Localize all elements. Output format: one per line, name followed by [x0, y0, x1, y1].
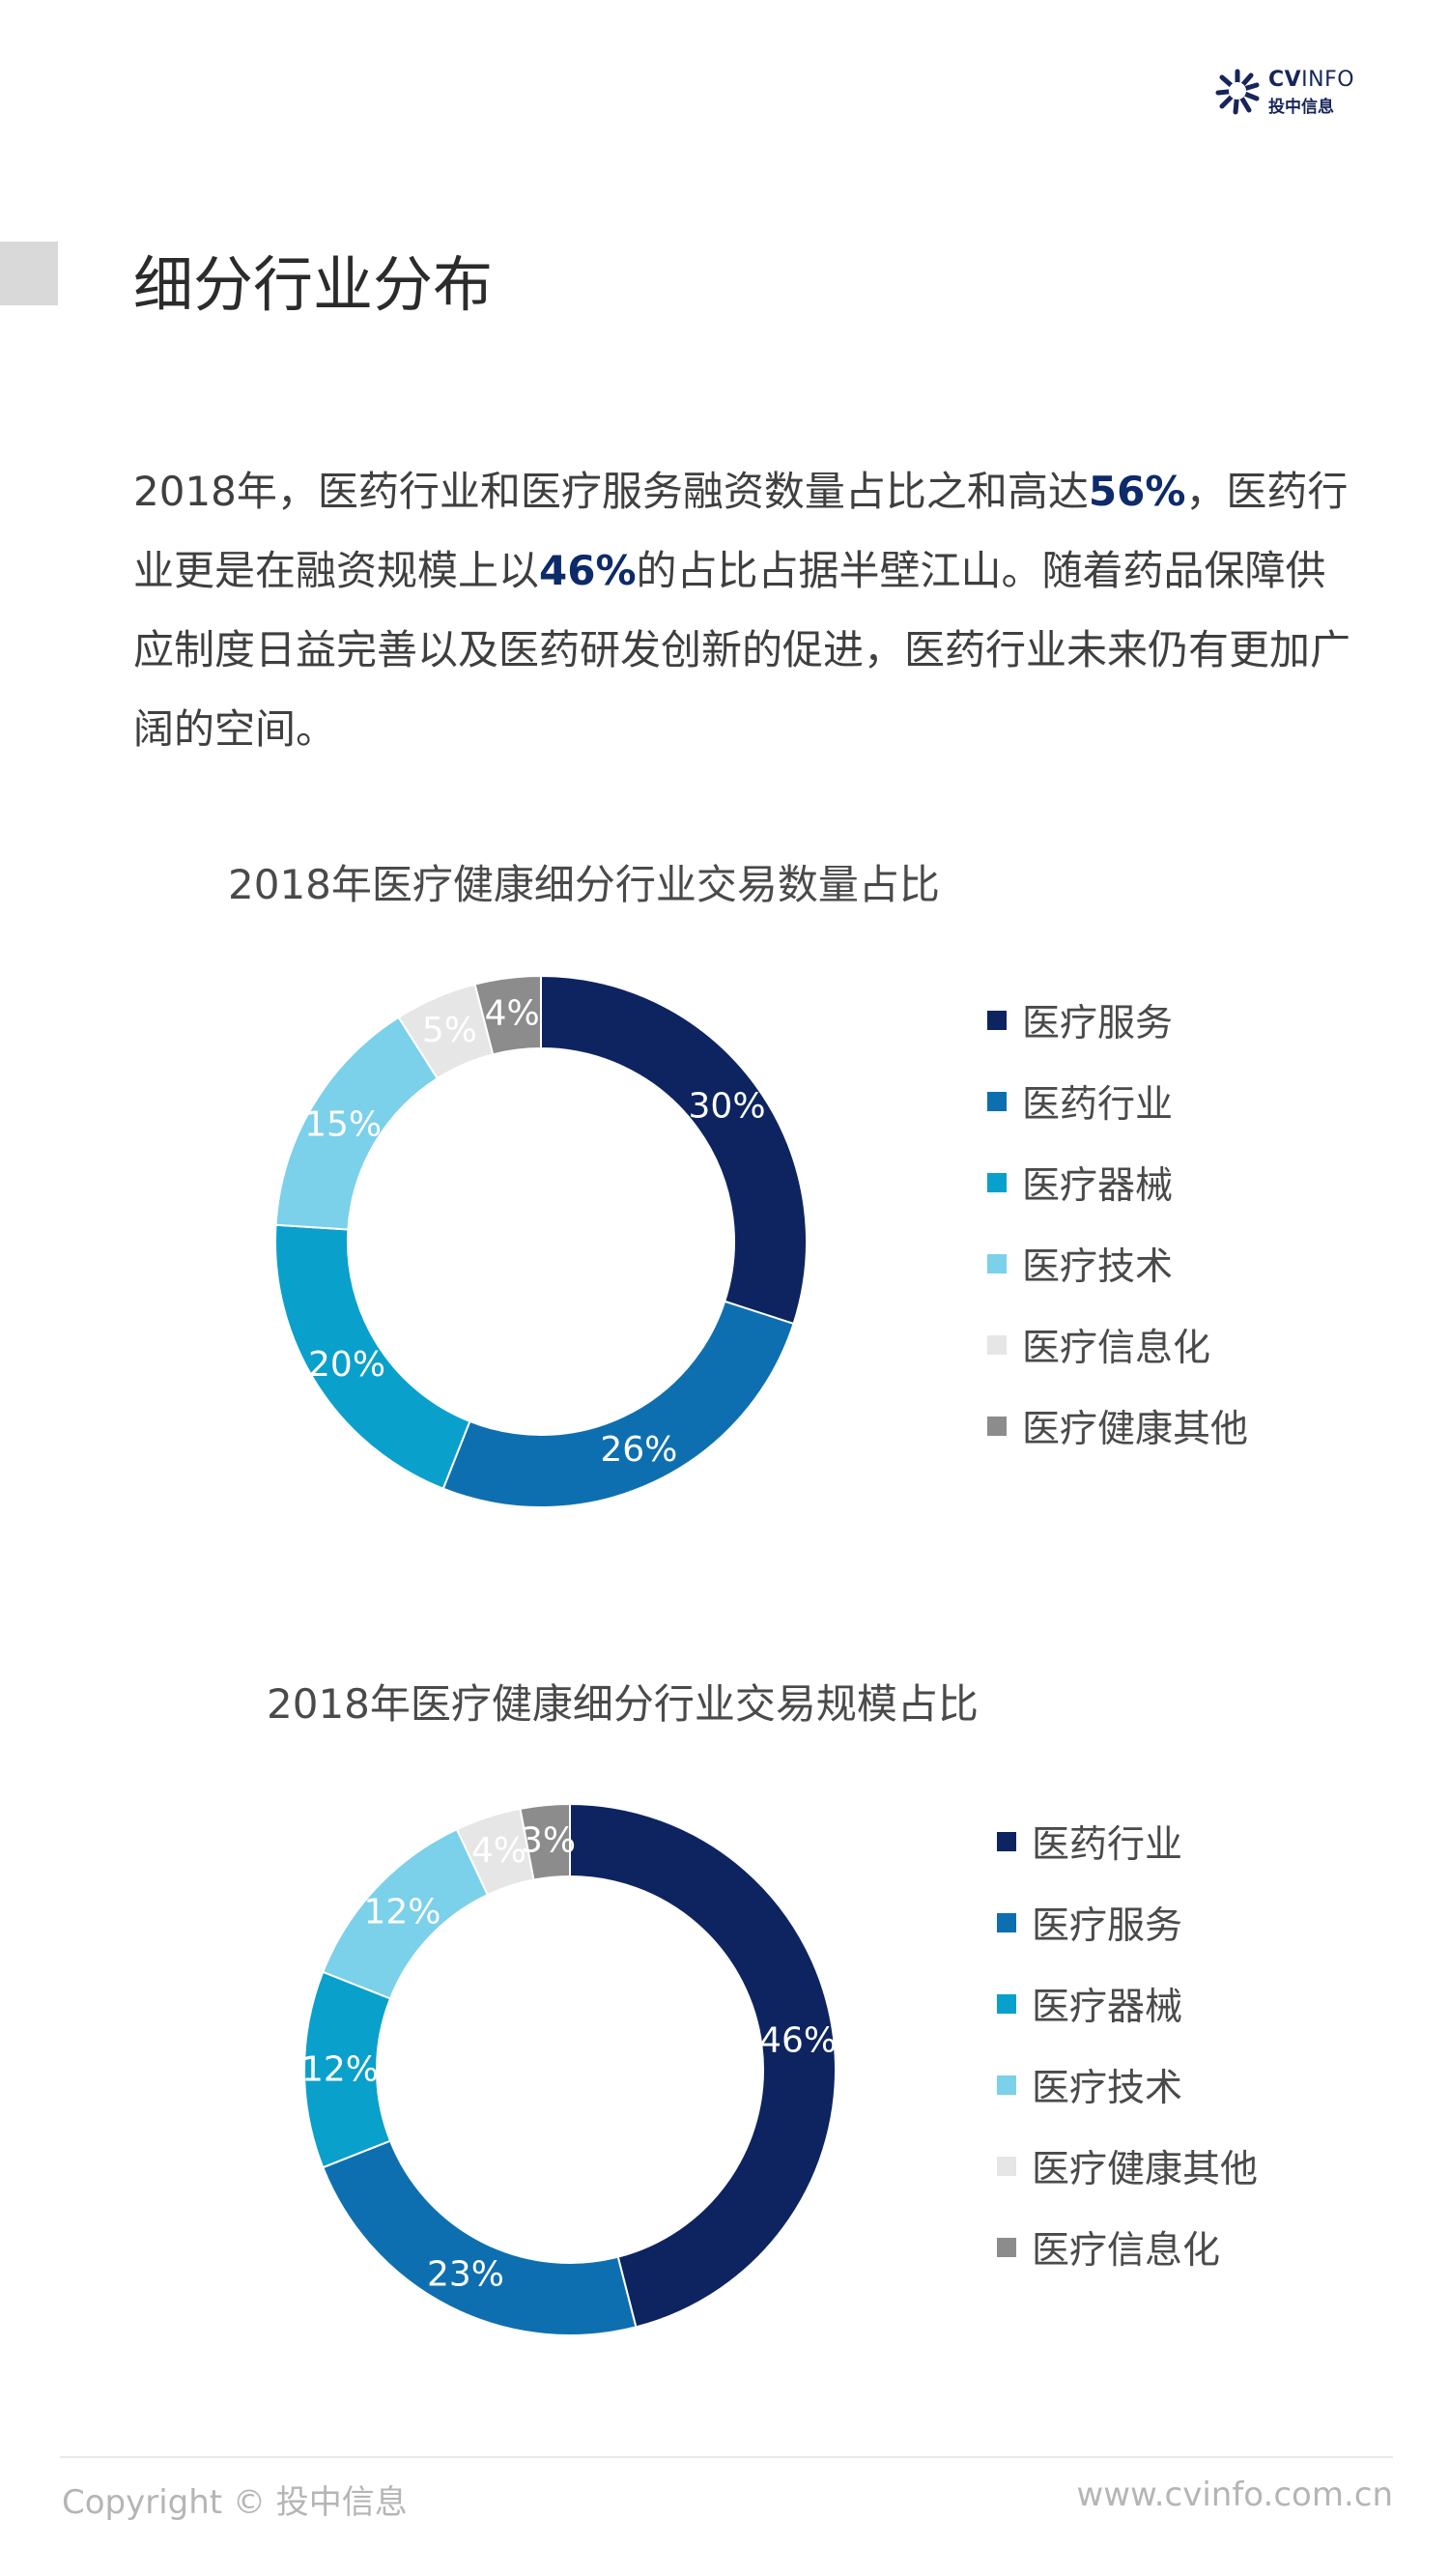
legend-item: 医疗健康其他	[997, 2126, 1258, 2207]
intro-text: 2018年，医药行业和医疗服务融资数量占比之和高达	[133, 468, 1089, 515]
intro-highlight: 46%	[539, 547, 637, 594]
donut-slice	[569, 1802, 837, 2329]
slice-data-label: 15%	[304, 1104, 382, 1144]
legend-item: 医疗服务	[997, 1882, 1258, 1963]
legend-swatch	[987, 1417, 1007, 1436]
slice-data-label: 12%	[301, 2050, 379, 2090]
legend-swatch	[997, 1832, 1016, 1851]
legend-item: 医药行业	[997, 1801, 1258, 1882]
donut-slice	[322, 2139, 638, 2336]
donut-slice	[473, 974, 542, 1056]
legend-label: 医疗信息化	[1022, 1327, 1211, 1370]
logo-chinese: 投中信息	[1268, 98, 1334, 117]
legend-label: 医疗健康其他	[1032, 2148, 1259, 2191]
chart-title-deal-count: 2018年医疗健康细分行业交易数量占比	[228, 861, 940, 908]
slice-data-label: 4%	[471, 1831, 526, 1871]
legend-label: 医疗器械	[1032, 1986, 1183, 2029]
slice-data-label: 3%	[521, 1821, 576, 1861]
legend-swatch	[987, 1011, 1007, 1030]
slice-data-label: 30%	[689, 1087, 766, 1127]
legend-label: 医疗技术	[1022, 1245, 1174, 1289]
legend-swatch	[997, 1913, 1016, 1932]
legend-swatch	[987, 1173, 1007, 1192]
legend-swatch	[997, 2075, 1016, 2095]
legend-swatch	[997, 2157, 1016, 2176]
footer-copyright: Copyright © 投中信息	[62, 2483, 408, 2522]
donut-slice	[441, 1300, 795, 1508]
intro-text: ，医药行业更是在融资规模上以	[133, 468, 1349, 594]
legend-deal-size: 医药行业医疗服务医疗器械医疗技术医疗健康其他 医疗信息化	[997, 1801, 1258, 2288]
legend-item: 医疗技术	[997, 2045, 1258, 2126]
legend-swatch	[997, 1994, 1016, 2014]
legend-deal-count: 医疗服务医药行业医疗器械医疗技术医疗信息化医疗健康其他	[987, 980, 1248, 1467]
brand-logo: CVINFO 投中信息	[1212, 66, 1377, 120]
footer-website[interactable]: www.cvinfo.com.cn	[1076, 2476, 1393, 2514]
slice-data-label: 5%	[422, 1011, 477, 1050]
legend-label: 医药行业	[1022, 1083, 1174, 1127]
slice-data-label: 46%	[759, 2021, 837, 2061]
logo-english: CVINFO	[1268, 68, 1355, 92]
legend-item: 医疗信息化	[987, 1304, 1248, 1386]
intro-text: 的占比占据半壁江山。随着药品保障供应制度日益完善以及医药研发创新的促进，医药行业…	[133, 547, 1351, 753]
slice-data-label: 4%	[485, 993, 540, 1033]
legend-item: 医疗服务	[987, 980, 1248, 1061]
page-title: 细分行业分布	[133, 249, 494, 320]
legend-label: 医疗器械	[1022, 1164, 1174, 1208]
donut-chart-deal-count: 30% 26% 20% 15% 5% 4%	[274, 974, 808, 1508]
legend-item: 医疗器械	[987, 1142, 1248, 1223]
legend-item: 医疗健康其他	[987, 1386, 1248, 1467]
legend-swatch	[987, 1254, 1007, 1274]
legend-label: 医药行业	[1032, 1823, 1183, 1867]
legend-label: 医疗信息化	[1032, 2229, 1221, 2273]
intro-highlight: 56%	[1088, 468, 1186, 515]
donut-slice	[519, 1802, 571, 1881]
slice-data-label: 20%	[308, 1345, 385, 1385]
donut-chart-deal-size: 46% 23% 12% 12% 4%3%	[301, 1802, 837, 2336]
legend-item: 医疗信息化	[997, 2207, 1258, 2288]
donut-slice	[540, 974, 808, 1326]
legend-swatch	[987, 1335, 1007, 1355]
legend-item: 医疗器械	[997, 1963, 1258, 2045]
legend-label: 医疗技术	[1032, 2067, 1183, 2110]
slice-data-label: 12%	[363, 1893, 440, 1932]
slice-data-label: 23%	[427, 2255, 504, 2295]
title-accent-bar	[0, 242, 58, 305]
legend-label: 医疗服务	[1032, 1904, 1183, 1948]
legend-item: 医药行业	[987, 1061, 1248, 1142]
chart-title-deal-size: 2018年医疗健康细分行业交易规模占比	[267, 1680, 979, 1728]
legend-label: 医疗健康其他	[1022, 1408, 1249, 1451]
legend-swatch	[987, 1092, 1007, 1111]
legend-swatch	[997, 2238, 1016, 2257]
logo-mark-icon	[1215, 69, 1260, 115]
legend-label: 医疗服务	[1022, 1002, 1174, 1045]
legend-item: 医疗技术	[987, 1223, 1248, 1304]
slice-data-label: 26%	[600, 1430, 677, 1470]
intro-paragraph: 2018年，医药行业和医疗服务融资数量占比之和高达56%，医药行业更是在融资规模…	[133, 452, 1350, 769]
footer-divider	[60, 2456, 1393, 2458]
